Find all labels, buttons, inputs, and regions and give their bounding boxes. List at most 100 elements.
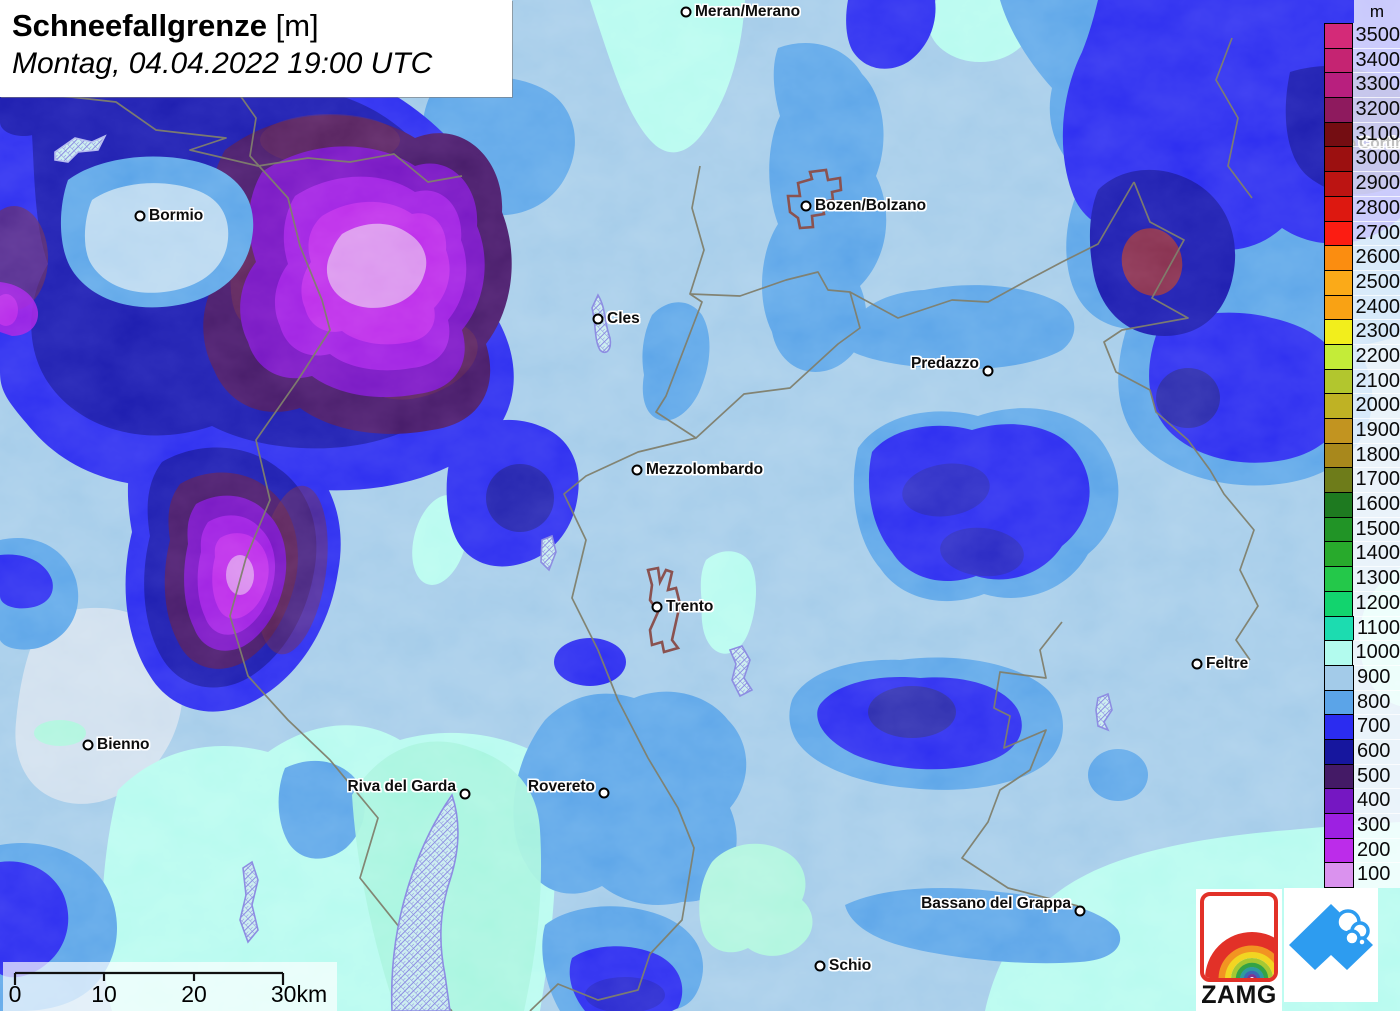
- color-scale-legend: m 3500 3400 3300 3200 3100 3000 2900 2800 2700 26…: [1324, 0, 1400, 889]
- lake-caldonazzo: [728, 645, 754, 698]
- city-label: Bozen/Bolzano: [815, 197, 927, 214]
- partner-arrow-icon: [1289, 904, 1373, 970]
- legend-swatch-500: [1324, 763, 1354, 790]
- legend-value: 1000: [1352, 640, 1400, 666]
- legend-row-2500: 2500: [1324, 269, 1400, 296]
- legend-row-900: 900: [1324, 664, 1400, 691]
- legend-row-700: 700: [1324, 714, 1400, 740]
- legend-value: 3200: [1352, 97, 1400, 123]
- legend-swatch-200: [1324, 837, 1354, 864]
- legend-swatch-1200: [1324, 590, 1353, 617]
- legend-row-1900: 1900: [1324, 418, 1400, 444]
- city-label: Meran/Merano: [695, 3, 801, 20]
- legend-unit-label: m: [1354, 0, 1400, 23]
- trento-boundary: [646, 566, 682, 654]
- legend-value: 800: [1354, 689, 1400, 716]
- city-label: Predazzo: [910, 355, 979, 372]
- zamg-wordmark: ZAMG: [1201, 981, 1277, 1009]
- city-marker-icon: [134, 210, 146, 222]
- scale-label-30km: 30km: [270, 981, 328, 1007]
- city-label: Trento: [666, 598, 714, 615]
- legend-value: 2400: [1352, 294, 1400, 321]
- city-label: Riva del Garda: [347, 778, 456, 795]
- legend-swatch-2200: [1324, 343, 1353, 370]
- city-label: Rovereto: [527, 778, 595, 795]
- legend-swatch-3100: [1324, 121, 1353, 148]
- lake-molveno: [540, 534, 557, 572]
- zamg-rainbow-icon: [1200, 892, 1278, 982]
- legend-swatch-3500: [1324, 23, 1353, 49]
- legend-swatch-2700: [1324, 220, 1353, 247]
- legend-swatch-600: [1324, 738, 1354, 765]
- legend-value: 200: [1354, 837, 1400, 864]
- city-label: Bienno: [97, 736, 150, 753]
- legend-value: 3100: [1352, 121, 1400, 148]
- legend-row-2900: 2900: [1324, 171, 1400, 197]
- legend-row-600: 600: [1324, 738, 1400, 765]
- legend-row-3500: 3500: [1324, 23, 1400, 49]
- city-marker-icon: [1191, 658, 1203, 670]
- legend-swatch-2300: [1324, 319, 1353, 345]
- city-marker-icon: [631, 464, 643, 476]
- city-marker-icon: [598, 787, 610, 799]
- legend-row-1500: 1500: [1324, 516, 1400, 543]
- legend-row-3400: 3400: [1324, 47, 1400, 74]
- legend-value: 1300: [1352, 566, 1400, 592]
- legend-row-3000: 3000: [1324, 146, 1400, 173]
- legend-swatch-2100: [1324, 368, 1353, 395]
- legend-swatch-3400: [1324, 47, 1353, 74]
- legend-value: 1600: [1352, 492, 1400, 518]
- legend-rows: 3500 3400 3300 3200 3100 3000 2900 2800 2700 2600…: [1324, 23, 1400, 889]
- legend-swatch-2600: [1324, 245, 1353, 271]
- legend-row-1600: 1600: [1324, 492, 1400, 518]
- legend-swatch-3000: [1324, 146, 1353, 173]
- legend-value: 600: [1354, 738, 1400, 765]
- city-marker-icon: [459, 788, 471, 800]
- legend-row-800: 800: [1324, 689, 1400, 716]
- legend-value: 900: [1354, 664, 1400, 691]
- legend-value: 2300: [1352, 319, 1400, 345]
- city-label: Bormio: [149, 207, 204, 224]
- city-marker-icon: [680, 6, 692, 18]
- legend-swatch-1900: [1324, 418, 1353, 444]
- lake-idro: [239, 860, 259, 944]
- map-title: Schneefallgrenze [m]: [12, 8, 500, 44]
- scale-label-20: 20: [181, 981, 207, 1007]
- lake-livigno: [54, 134, 107, 163]
- legend-swatch-800: [1324, 689, 1354, 716]
- legend-swatch-1400: [1324, 541, 1353, 568]
- legend-value: 2000: [1352, 393, 1400, 419]
- zamg-logo: ZAMG: [1196, 889, 1282, 1011]
- legend-value: 500: [1354, 763, 1400, 790]
- legend-row-2100: 2100: [1324, 368, 1400, 395]
- map-datetime: Montag, 04.04.2022 19:00 UTC: [12, 47, 433, 80]
- legend-value: 700: [1354, 714, 1400, 740]
- city-label: Bassano del Grappa: [921, 895, 1071, 912]
- legend-row-2800: 2800: [1324, 195, 1400, 222]
- legend-value: 3400: [1352, 47, 1400, 74]
- legend-row-1700: 1700: [1324, 467, 1400, 494]
- legend-swatch-2400: [1324, 294, 1353, 321]
- legend-value: 400: [1354, 788, 1400, 814]
- legend-value: 2900: [1352, 171, 1400, 197]
- city-label: Mezzolombardo: [646, 461, 764, 478]
- legend-value: 2500: [1352, 269, 1400, 296]
- legend-value: 1200: [1352, 590, 1400, 617]
- legend-row-3300: 3300: [1324, 72, 1400, 99]
- legend-swatch-400: [1324, 788, 1354, 814]
- city-marker-icon: [1074, 905, 1086, 917]
- legend-row-1200: 1200: [1324, 590, 1400, 617]
- legend-value: 2600: [1352, 245, 1400, 271]
- legend-swatch-2800: [1324, 195, 1353, 222]
- legend-row-400: 400: [1324, 788, 1400, 814]
- legend-swatch-2000: [1324, 393, 1353, 419]
- legend-value: 300: [1354, 813, 1400, 839]
- partner-logo: [1284, 888, 1378, 1002]
- legend-row-1800: 1800: [1324, 442, 1400, 469]
- legend-row-3200: 3200: [1324, 97, 1400, 123]
- legend-row-2200: 2200: [1324, 343, 1400, 370]
- lake-garda: [390, 793, 459, 1011]
- legend-row-100: 100: [1324, 862, 1400, 889]
